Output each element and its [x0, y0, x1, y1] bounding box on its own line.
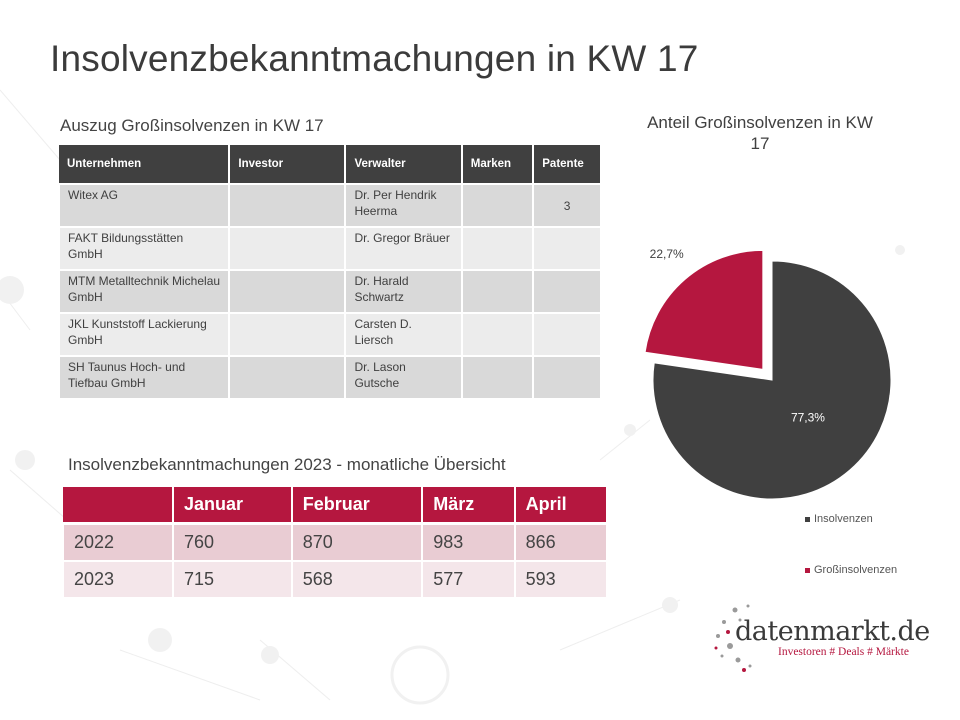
- table-header-row: Januar Februar März April: [63, 487, 609, 525]
- table-cell: 983: [421, 522, 516, 562]
- logo-name: datenmarkt.de: [735, 616, 930, 647]
- table-cell: [460, 312, 535, 357]
- table-cell: Dr. Gregor Bräuer: [344, 226, 463, 271]
- table-cell: 760: [172, 522, 293, 562]
- table-row: 2023 715 568 577 593: [62, 560, 609, 599]
- table-cell: Dr. Harald Schwartz: [344, 269, 463, 314]
- table-cell: [460, 269, 535, 314]
- table-row: Witex AG Dr. Per Hendrik Heerma 3: [57, 183, 602, 228]
- table-cell: [228, 226, 347, 271]
- column-header: Februar: [291, 487, 424, 525]
- table-cell: [532, 226, 602, 271]
- column-header: Unternehmen: [59, 145, 231, 184]
- table-cell: 593: [513, 560, 609, 599]
- column-header: Investor: [229, 145, 347, 184]
- table-cell: 3: [532, 183, 602, 228]
- table-cell: [532, 269, 602, 314]
- chart-title: Anteil Großinsolvenzen in KW 17: [647, 113, 873, 153]
- table-cell: Dr. Lason Gutsche: [344, 355, 463, 400]
- column-header: März: [422, 487, 516, 525]
- table-row: SH Taunus Hoch- und Tiefbau GmbH Dr. Las…: [57, 355, 602, 400]
- logo-tagline: Investoren # Deals # Märkte: [778, 646, 909, 658]
- table-cell: JKL Kunststoff Lackierung GmbH: [57, 312, 231, 357]
- table-row: JKL Kunststoff Lackierung GmbH Carsten D…: [57, 312, 602, 357]
- table-cell: 577: [421, 560, 516, 599]
- legend-label: Großinsolvenzen: [814, 564, 898, 576]
- legend-label: Insolvenzen: [814, 513, 873, 525]
- grossinsolvenzen-table: Unternehmen Investor Verwalter Marken Pa…: [57, 145, 602, 400]
- table-cell: MTM Metalltechnik Michelau GmbH: [57, 269, 231, 314]
- table-cell: FAKT Bildungsstätten GmbH: [57, 226, 231, 271]
- table-header-row: Unternehmen Investor Verwalter Marken Pa…: [59, 145, 602, 184]
- table-cell: [460, 226, 535, 271]
- page-title: Insolvenzbekanntmachungen in KW 17: [50, 38, 699, 79]
- table-cell: [460, 183, 535, 228]
- pie-slice-insolvenzen: [652, 260, 892, 500]
- chart-legend: Insolvenzen Großinsolvenzen: [805, 512, 897, 577]
- table2-subtitle: Insolvenzbekanntmachungen 2023 - monatli…: [68, 455, 506, 474]
- table-cell: [228, 183, 347, 228]
- table-row: FAKT Bildungsstätten GmbH Dr. Gregor Brä…: [57, 226, 602, 271]
- table-cell: Carsten D. Liersch: [344, 312, 463, 357]
- table-cell: [532, 355, 602, 400]
- pie-slice-grossinsolvenzen: [644, 249, 764, 370]
- table-row: MTM Metalltechnik Michelau GmbH Dr. Hara…: [57, 269, 602, 314]
- table-cell: [532, 312, 602, 357]
- table-cell: Dr. Per Hendrik Heerma: [344, 183, 463, 228]
- table1-subtitle: Auszug Großinsolvenzen in KW 17: [60, 116, 324, 135]
- legend-item: Großinsolvenzen: [805, 563, 897, 577]
- data-label-insolvenzen: 77,3%: [791, 411, 825, 425]
- legend-swatch: [805, 567, 810, 573]
- table-cell: [228, 312, 347, 357]
- table-cell: [228, 269, 347, 314]
- column-header: Marken: [461, 145, 535, 184]
- table-row: 2022 760 870 983 866: [62, 522, 609, 562]
- column-header: Patente: [533, 145, 602, 184]
- column-header: Januar: [173, 487, 293, 525]
- year-cell: 2022: [62, 522, 174, 562]
- column-header: April: [514, 487, 609, 525]
- legend-item: Insolvenzen: [805, 512, 897, 526]
- monthly-overview-table: Januar Februar März April 2022 760 870 9…: [62, 487, 609, 599]
- legend-swatch: [805, 516, 810, 522]
- table-cell: [460, 355, 535, 400]
- table-cell: 866: [513, 522, 609, 562]
- column-header: Verwalter: [345, 145, 463, 184]
- year-cell: 2023: [62, 560, 174, 599]
- table-cell: [228, 355, 347, 400]
- table-cell: 715: [172, 560, 293, 599]
- table-cell: SH Taunus Hoch- und Tiefbau GmbH: [57, 355, 231, 400]
- data-label-grossinsolvenzen: 22,7%: [650, 247, 684, 261]
- table-cell: Witex AG: [57, 183, 231, 228]
- table-cell: 568: [290, 560, 424, 599]
- pie-chart: 77,3% 22,7%: [644, 247, 892, 500]
- column-header: [63, 487, 174, 525]
- table-cell: 870: [290, 522, 424, 562]
- logo-dots-graphic: [714, 604, 752, 672]
